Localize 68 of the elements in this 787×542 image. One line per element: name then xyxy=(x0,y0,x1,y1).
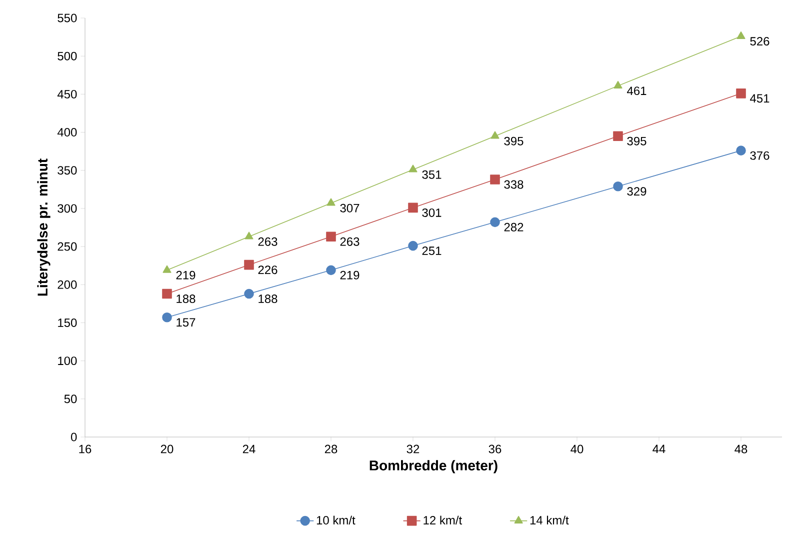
data-label: 395 xyxy=(627,136,646,146)
data-label: 301 xyxy=(422,208,442,217)
data-label: 226 xyxy=(258,266,278,274)
data-label: 219 xyxy=(340,270,360,280)
point xyxy=(490,174,500,184)
point xyxy=(613,131,623,141)
point xyxy=(408,164,418,172)
point xyxy=(244,232,254,240)
y-tick-label: 0 xyxy=(70,432,77,442)
data-label: 376 xyxy=(750,151,770,160)
point xyxy=(326,265,336,276)
data-label: 395 xyxy=(504,136,524,146)
data-label: 219 xyxy=(176,270,196,280)
point xyxy=(162,312,172,322)
data-label: 461 xyxy=(627,86,646,96)
x-tick-label: 16 xyxy=(79,444,92,454)
legend-label: 10 km/t xyxy=(316,516,356,525)
legend-label: 14 km/t xyxy=(530,516,569,525)
y-tick-label: 450 xyxy=(57,90,77,98)
y-tick-label: 100 xyxy=(58,356,77,366)
data-label: 451 xyxy=(750,94,770,103)
y-tick-label: 550 xyxy=(58,14,77,22)
data-label: 351 xyxy=(422,170,442,179)
y-tick-label: 200 xyxy=(58,280,77,289)
point xyxy=(614,80,622,88)
data-label: 263 xyxy=(258,237,278,246)
point xyxy=(326,198,336,206)
data-label: 188 xyxy=(176,294,196,304)
point xyxy=(490,131,500,139)
data-label: 307 xyxy=(340,204,360,212)
y-axis-title: Literydelse pr. minut xyxy=(37,158,50,296)
y-tick-label: 350 xyxy=(58,166,77,175)
point xyxy=(408,240,418,251)
x-tick-label: 24 xyxy=(242,444,256,454)
point xyxy=(244,288,254,299)
point xyxy=(736,88,746,98)
point xyxy=(162,288,172,299)
point xyxy=(326,232,336,242)
point xyxy=(736,146,746,156)
data-label: 329 xyxy=(627,187,646,196)
point xyxy=(162,265,172,273)
y-tick-label: 300 xyxy=(58,204,77,213)
y-tick-label: 500 xyxy=(58,52,77,60)
data-label: 263 xyxy=(340,237,360,246)
point xyxy=(613,181,623,192)
point xyxy=(244,260,254,270)
point xyxy=(736,31,746,39)
point xyxy=(408,202,418,213)
y-tick-label: 50 xyxy=(64,394,77,404)
y-tick-label: 400 xyxy=(57,128,77,137)
data-label: 188 xyxy=(258,294,278,304)
x-tick-label: 40 xyxy=(570,444,584,454)
legend-label: 12 km/t xyxy=(424,516,462,525)
x-tick-label: 44 xyxy=(652,444,666,454)
y-tick-label: 150 xyxy=(58,318,77,327)
x-tick-label: 20 xyxy=(160,444,174,454)
x-tick-label: 36 xyxy=(488,444,502,454)
data-label: 526 xyxy=(750,37,770,46)
data-label: 251 xyxy=(422,246,442,256)
x-axis-title: Bombredde (meter) xyxy=(370,460,498,474)
data-label: 338 xyxy=(504,180,524,189)
y-tick-label: 250 xyxy=(58,242,77,251)
point xyxy=(490,217,500,228)
x-tick-label: 48 xyxy=(734,444,748,454)
x-tick-label: 32 xyxy=(406,444,420,454)
data-label: 282 xyxy=(504,222,524,232)
data-label: 157 xyxy=(176,318,196,327)
x-tick-label: 28 xyxy=(324,444,338,454)
